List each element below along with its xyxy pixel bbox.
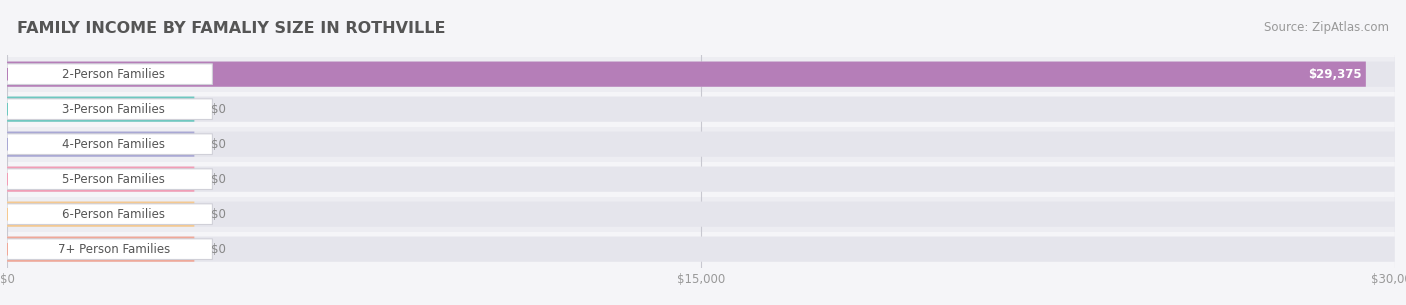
- Text: Source: ZipAtlas.com: Source: ZipAtlas.com: [1264, 21, 1389, 34]
- FancyBboxPatch shape: [7, 62, 1395, 87]
- FancyBboxPatch shape: [7, 239, 212, 260]
- Text: 4-Person Families: 4-Person Families: [62, 138, 166, 151]
- FancyBboxPatch shape: [7, 169, 212, 189]
- FancyBboxPatch shape: [7, 134, 212, 154]
- FancyBboxPatch shape: [7, 202, 1395, 227]
- FancyBboxPatch shape: [7, 167, 194, 192]
- FancyBboxPatch shape: [6, 92, 1396, 127]
- FancyBboxPatch shape: [6, 162, 1396, 197]
- Text: $0: $0: [211, 173, 226, 186]
- FancyBboxPatch shape: [7, 62, 1365, 87]
- FancyBboxPatch shape: [7, 167, 1395, 192]
- FancyBboxPatch shape: [6, 127, 1396, 162]
- FancyBboxPatch shape: [7, 131, 194, 157]
- Text: $0: $0: [211, 138, 226, 151]
- FancyBboxPatch shape: [6, 57, 1396, 92]
- Text: $0: $0: [211, 243, 226, 256]
- FancyBboxPatch shape: [7, 237, 194, 262]
- Text: 6-Person Families: 6-Person Families: [62, 208, 166, 221]
- Text: 2-Person Families: 2-Person Families: [62, 68, 166, 81]
- FancyBboxPatch shape: [7, 202, 194, 227]
- FancyBboxPatch shape: [7, 99, 212, 120]
- Text: FAMILY INCOME BY FAMALIY SIZE IN ROTHVILLE: FAMILY INCOME BY FAMALIY SIZE IN ROTHVIL…: [17, 21, 446, 36]
- Text: $29,375: $29,375: [1308, 68, 1361, 81]
- Text: 7+ Person Families: 7+ Person Families: [58, 243, 170, 256]
- FancyBboxPatch shape: [7, 131, 1395, 157]
- FancyBboxPatch shape: [7, 204, 212, 224]
- FancyBboxPatch shape: [7, 97, 194, 122]
- FancyBboxPatch shape: [6, 197, 1396, 232]
- FancyBboxPatch shape: [7, 97, 1395, 122]
- Text: $0: $0: [211, 103, 226, 116]
- Text: 3-Person Families: 3-Person Families: [62, 103, 166, 116]
- Text: $0: $0: [211, 208, 226, 221]
- FancyBboxPatch shape: [7, 237, 1395, 262]
- FancyBboxPatch shape: [6, 232, 1396, 267]
- Text: 5-Person Families: 5-Person Families: [62, 173, 166, 186]
- FancyBboxPatch shape: [7, 64, 212, 84]
